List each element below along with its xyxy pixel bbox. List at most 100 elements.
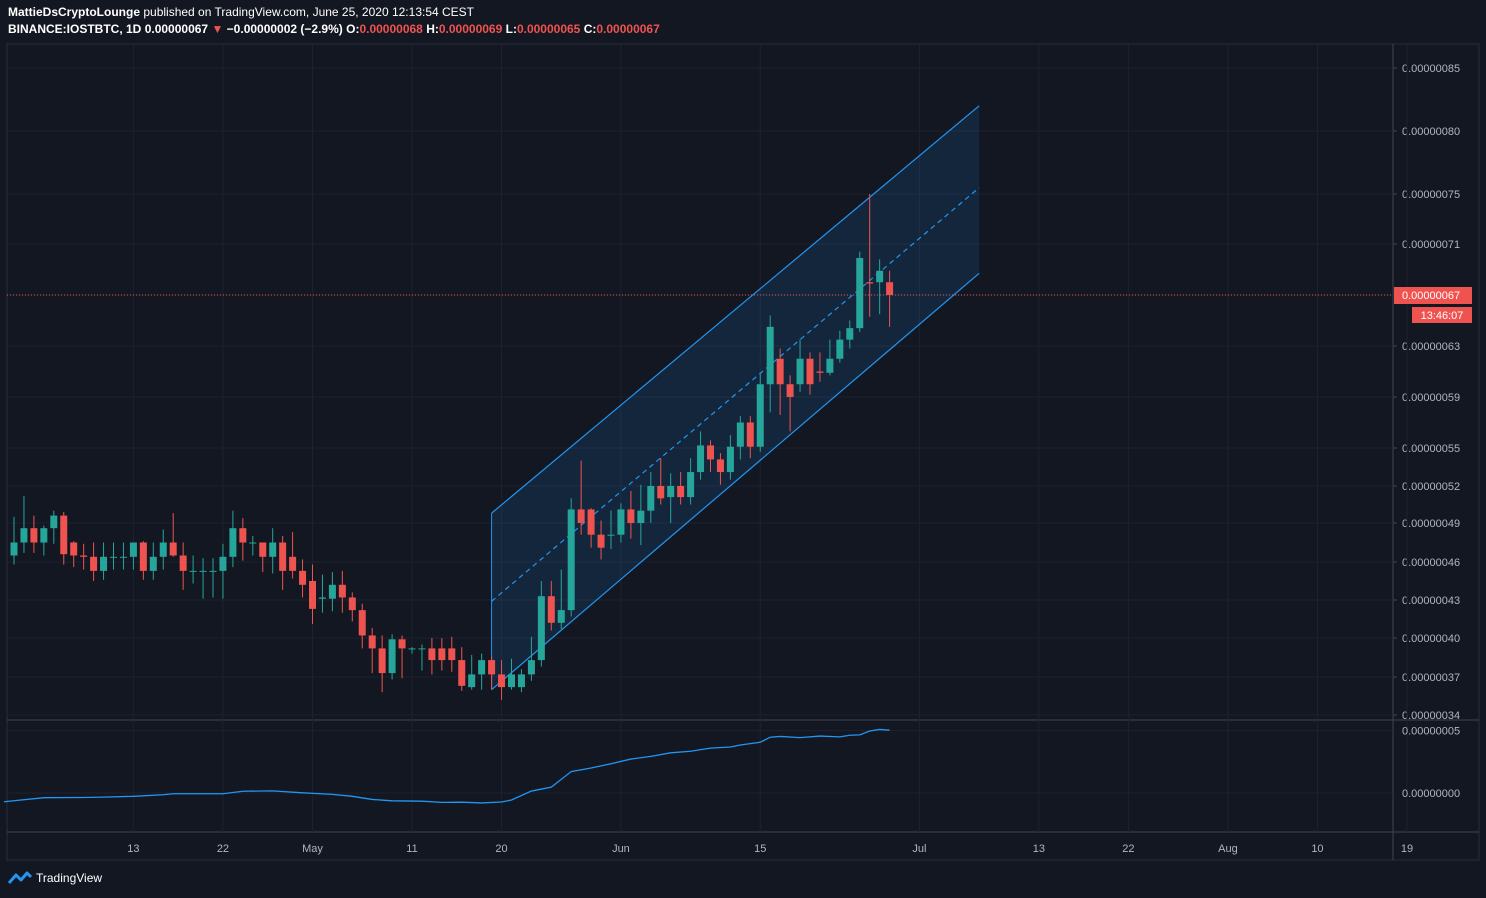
candle-down — [289, 556, 297, 571]
candle-down — [80, 555, 88, 557]
candle-up — [836, 339, 844, 359]
indicator-line — [3, 728, 890, 804]
candle-down — [60, 515, 68, 555]
candle-up — [508, 674, 515, 688]
y-axis-tick-label: 0.00000043 — [1402, 595, 1460, 607]
candle-down — [378, 648, 386, 674]
candle-down — [179, 555, 187, 571]
indicator-tick-label: 0.00000005 — [1402, 726, 1460, 738]
candle-up — [20, 528, 28, 543]
candle-up — [388, 639, 396, 674]
candle-down — [488, 660, 496, 675]
footer-brand[interactable]: TradingView — [8, 871, 102, 885]
symbol-legend: BINANCE:IOSTBTC, 1D 0.00000067 ▼ −0.0000… — [8, 22, 660, 36]
y-axis-tick-label: 0.00000071 — [1402, 239, 1460, 251]
candle-up — [199, 570, 207, 572]
y-axis-tick-label: 0.00000034 — [1402, 710, 1460, 722]
candle-down — [30, 528, 38, 543]
high-value: 0.00000069 — [438, 22, 503, 36]
y-axis-tick-label: 0.00000085 — [1402, 63, 1460, 75]
candle-down — [587, 509, 595, 535]
chart-frame — [6, 43, 1480, 861]
candle-down — [368, 635, 376, 649]
x-axis-tick-label: 13 — [1033, 843, 1045, 855]
close-value: 0.00000067 — [596, 22, 660, 36]
candle-down — [299, 570, 307, 585]
candle-down — [866, 282, 874, 284]
y-axis-tick-label: 0.00000037 — [1402, 672, 1460, 684]
y-axis-tick-label: 0.00000055 — [1402, 443, 1460, 455]
candle-down — [309, 581, 316, 609]
candle-up — [408, 648, 416, 650]
candle-up — [796, 358, 804, 385]
symbol-name[interactable]: BINANCE:IOSTBTC, 1D — [8, 22, 142, 36]
candle-down — [657, 486, 665, 499]
candle-up — [557, 610, 565, 623]
candle-up — [110, 556, 117, 558]
candle-up — [229, 528, 237, 557]
candle-down — [70, 542, 78, 556]
y-axis-tick-label: 0.00000049 — [1402, 518, 1460, 530]
candle-up — [726, 446, 734, 473]
candle-down — [438, 648, 446, 661]
candle-down — [707, 445, 714, 460]
candle-up — [209, 570, 217, 572]
candle-down — [547, 596, 555, 623]
x-axis-tick-label: 22 — [1122, 843, 1134, 855]
candle-up — [328, 584, 336, 599]
candle-up — [100, 556, 108, 571]
y-axis-tick-label: 0.00000080 — [1402, 126, 1460, 138]
candle-up — [567, 509, 575, 611]
candle-up — [647, 486, 655, 511]
y-axis-tick-label: 0.00000059 — [1402, 392, 1460, 404]
candle-up — [637, 510, 645, 523]
countdown-tag-label: 13:46:07 — [1421, 310, 1464, 322]
candle-down — [577, 509, 585, 523]
candle-down — [448, 648, 456, 661]
y-axis-tick-label: 0.00000052 — [1402, 481, 1460, 493]
candle-up — [119, 556, 127, 558]
candle-up — [249, 542, 257, 544]
close-label: C: — [583, 22, 597, 36]
candle-down — [239, 528, 247, 543]
candle-down — [776, 358, 784, 385]
candle-up — [189, 570, 197, 572]
y-axis-tick-label: 0.00000046 — [1402, 557, 1460, 569]
candle-up — [846, 328, 854, 340]
candle-up — [756, 384, 764, 447]
candle-up — [219, 556, 227, 571]
open-label: O: — [346, 22, 360, 36]
candle-up — [478, 660, 486, 675]
candle-down — [348, 597, 356, 611]
current-price-tag — [1394, 287, 1472, 304]
publish-info: MattieDsCryptoLounge published on Tradin… — [8, 5, 474, 19]
x-axis-tick-label: May — [302, 843, 323, 855]
y-axis-tick-label: 0.00000075 — [1402, 189, 1460, 201]
candle-up — [40, 528, 48, 543]
change-value: −0.00000002 (−2.9%) — [226, 22, 343, 36]
candle-up — [687, 472, 695, 498]
candle-up — [826, 358, 834, 373]
candle-down — [338, 584, 346, 598]
candle-up — [418, 648, 426, 650]
candle-up — [50, 515, 58, 529]
y-axis-tick-label: 0.00000063 — [1402, 341, 1460, 353]
author-name[interactable]: MattieDsCryptoLounge — [8, 5, 140, 19]
candle-up — [468, 674, 476, 688]
candle-down — [259, 542, 267, 557]
candle-down — [279, 542, 287, 571]
channel-lower-line — [491, 272, 980, 691]
channel-fill — [491, 105, 980, 690]
candle-up — [607, 534, 615, 536]
candle-down — [627, 509, 635, 523]
x-axis-tick-label: 20 — [495, 843, 507, 855]
x-axis-tick-label: Jul — [912, 843, 926, 855]
candle-up — [667, 486, 675, 498]
candle-down — [716, 459, 724, 473]
candle-down — [677, 486, 685, 498]
candle-down — [597, 534, 605, 548]
candle-up — [10, 542, 18, 556]
candle-down — [139, 542, 147, 571]
x-axis-tick-label: 19 — [1401, 843, 1413, 855]
